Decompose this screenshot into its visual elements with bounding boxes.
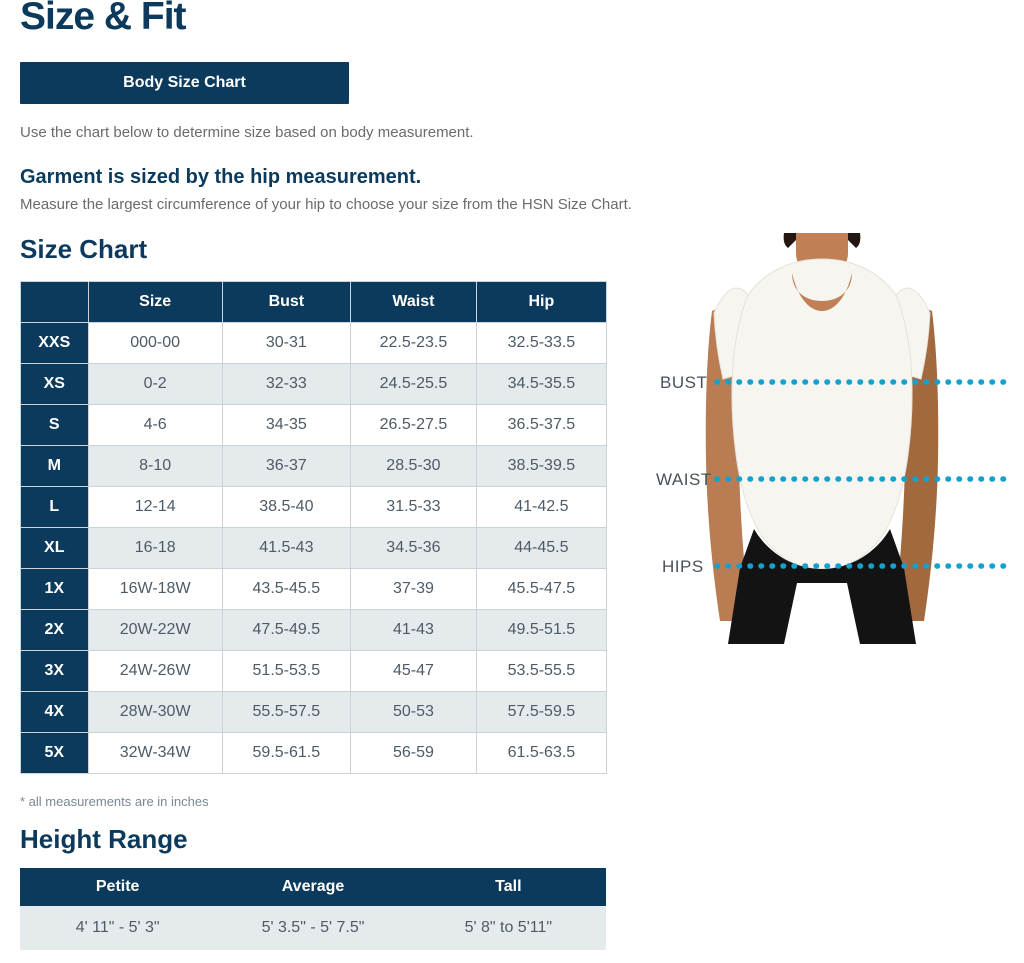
svg-text:BUST: BUST [660, 373, 707, 392]
svg-text:WAIST: WAIST [656, 470, 712, 489]
svg-text:HIPS: HIPS [662, 557, 704, 576]
